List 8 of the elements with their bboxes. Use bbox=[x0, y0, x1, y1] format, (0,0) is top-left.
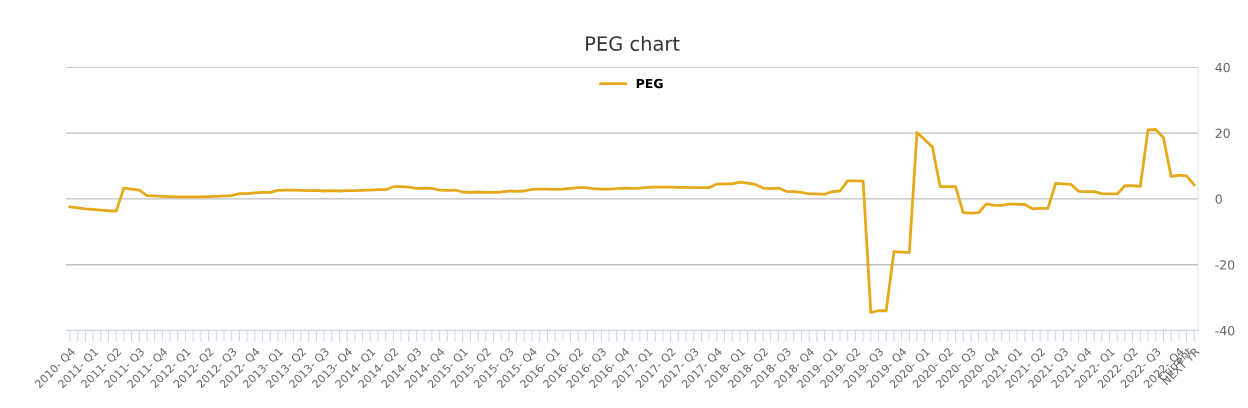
y-tick-label: 20 bbox=[1215, 128, 1230, 139]
y-tick-label: 40 bbox=[1215, 62, 1230, 73]
y-tick-label: 0 bbox=[1215, 194, 1222, 204]
y-tick-label: -40 bbox=[1215, 325, 1235, 336]
line-series bbox=[68, 128, 1196, 314]
legend-label: PEG bbox=[636, 78, 663, 89]
y-tick-label: -20 bbox=[1215, 260, 1235, 270]
chart-title: PEG chart bbox=[586, 35, 680, 51]
